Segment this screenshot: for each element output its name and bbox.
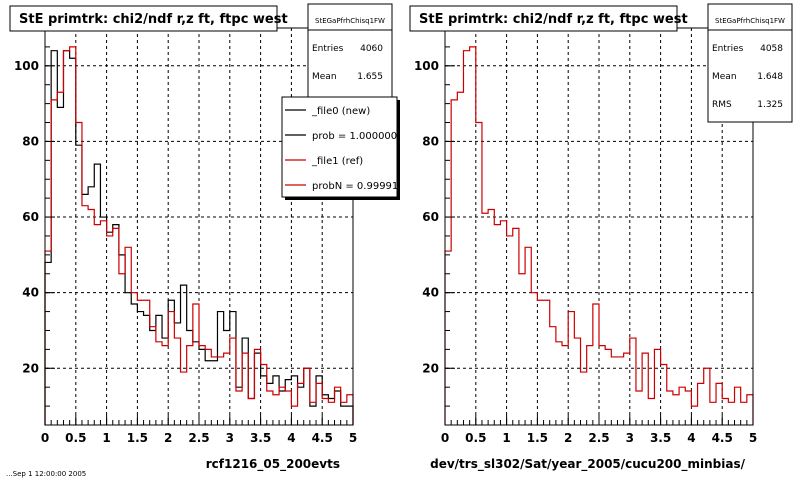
y-tick-label: 60 [422, 210, 439, 224]
footer-text: ...Sep 1 12:00:00 2005 [6, 470, 86, 478]
x-tick-label: 4.5 [312, 431, 333, 445]
right-panel: 0 0.5 1 1.5 2 2.5 3 3.5 4 4.5 5 20 40 60 80 100 dev/trs_… [409, 3, 793, 472]
x-tick-label: 3 [226, 431, 234, 445]
stats-name: StEGaPfrhChisq1FW [715, 17, 785, 25]
x-tick-label: 3.5 [650, 431, 671, 445]
chart-title: StE primtrk: chi2/ndf r,z ft, ftpc west [19, 12, 288, 27]
x-tick-label: 4.5 [712, 431, 733, 445]
legend-entries: _file0 (new) prob = 1.000000 _file1 (ref) p… [285, 106, 405, 192]
stats-label: Mean [712, 72, 737, 82]
stats-label: RMS [712, 100, 732, 110]
stats-value: 1.325 [757, 100, 783, 110]
legend-label: _file1 (ref) [311, 156, 363, 167]
stats-name: StEGaPfrhChisq1FW [315, 17, 385, 25]
y-tick-label: 100 [14, 59, 39, 73]
y-tick-label: 20 [22, 361, 39, 375]
x-tick-label: 4 [687, 431, 695, 445]
stats-box [307, 3, 393, 100]
y-tick-label: 100 [414, 59, 439, 73]
x-tick-label: 1.5 [527, 431, 548, 445]
legend-label: prob = 1.000000 [312, 131, 397, 142]
x-tick-label: 1.5 [127, 431, 148, 445]
x-tick-label: 1 [102, 431, 110, 445]
y-tick-label: 40 [422, 286, 439, 300]
y-tick-label: 60 [22, 210, 39, 224]
stats-value: 1.648 [757, 72, 783, 82]
y-tick-label: 40 [22, 286, 39, 300]
title-box [9, 5, 278, 32]
x-tick-label: 0.5 [65, 431, 86, 445]
title-box [409, 5, 678, 32]
y-tick-label: 80 [22, 134, 39, 148]
x-tick-label: 2.5 [188, 431, 209, 445]
x-tick-label: 5 [349, 431, 357, 445]
histogram-series-primary [444, 46, 754, 425]
x-tick-label: 3.5 [250, 431, 271, 445]
x-tick-label: 3 [626, 431, 634, 445]
left-panel: 0 0.5 1 1.5 2 2.5 3 3.5 4 4.5 520406080100rcf1216_… [9, 3, 405, 472]
legend-box [281, 96, 398, 198]
chart-title: StE primtrk: chi2/ndf r,z ft, ftpc west [419, 12, 688, 27]
stats-value: 1.655 [357, 72, 383, 82]
x-tick-label: 5 [749, 431, 757, 445]
y-tick-label: 80 [422, 134, 439, 148]
stats-label: Mean [312, 72, 337, 82]
x-tick-label: 2 [164, 431, 172, 445]
histogram-series-secondary [44, 46, 354, 425]
stats-value: 4058 [760, 44, 783, 54]
x-axis-label: rcf1216_05_200evts [206, 457, 340, 472]
legend-label: probN = 0.999910 [312, 181, 405, 192]
x-tick-label: 0.5 [465, 431, 486, 445]
histogram-series-primary [44, 50, 354, 425]
x-tick-label: 2 [564, 431, 572, 445]
stats-box [707, 3, 793, 123]
x-tick-label: 1 [502, 431, 510, 445]
stats-value: 4060 [360, 44, 383, 54]
x-tick-label: 4 [287, 431, 295, 445]
stats-label: Entries [712, 44, 744, 54]
x-axis-label: dev/trs_sl302/Sat/year_2005/cucu200_minb… [430, 457, 746, 472]
x-tick-label: 0 [41, 431, 49, 445]
x-tick-label: 2.5 [588, 431, 609, 445]
x-tick-label: 0 [441, 431, 449, 445]
y-tick-label: 20 [422, 361, 439, 375]
legend-label: _file0 (new) [311, 106, 370, 117]
stats-label: Entries [312, 44, 344, 54]
